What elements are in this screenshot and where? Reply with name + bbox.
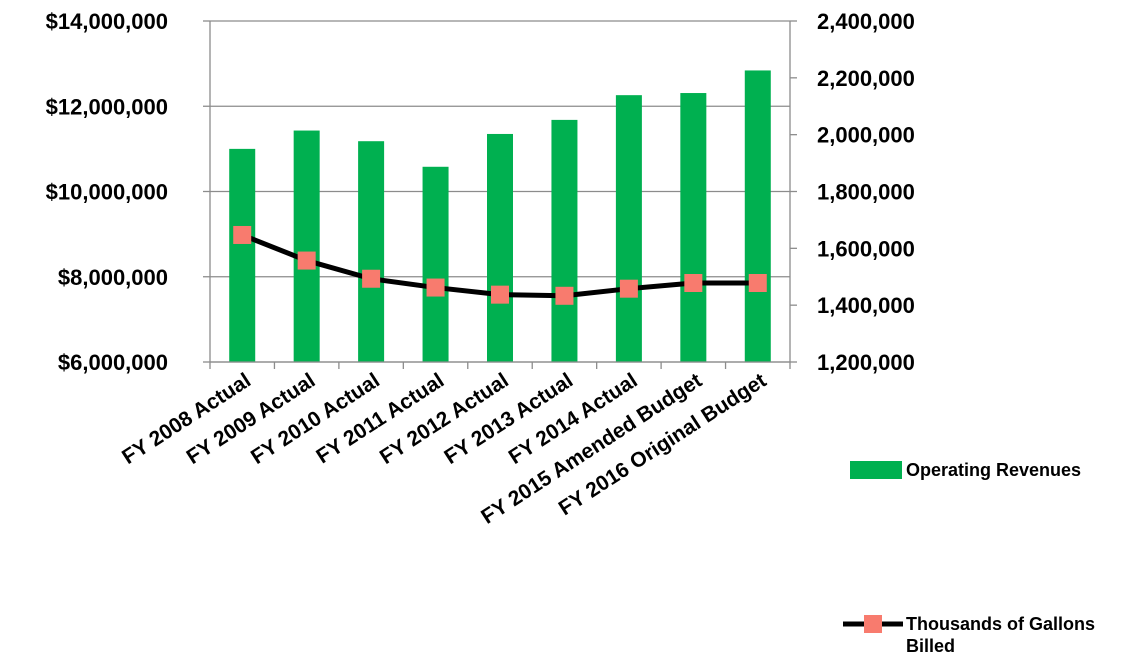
marker-gallons-billed — [748, 274, 767, 293]
right-tick-label: 2,000,000 — [817, 123, 915, 148]
legend-swatch-gallons-billed — [843, 615, 903, 633]
line-series — [233, 225, 767, 305]
marker-gallons-billed — [362, 269, 381, 288]
right-axis-ticks: 1,200,000 1,400,000 1,600,000 1,800,000 2,00… — [817, 9, 915, 375]
legend-label-operating-revenues: Operating Revenues — [906, 460, 1082, 480]
bar-operating-revenues — [744, 70, 771, 362]
bar-operating-revenues — [229, 148, 256, 362]
legend-swatch-operating-revenues — [850, 461, 902, 479]
right-tick-label: 1,400,000 — [817, 293, 915, 318]
bar-operating-revenues — [422, 166, 449, 362]
left-tick-label: $12,000,000 — [46, 94, 168, 119]
combo-chart: $6,000,000 $8,000,000 $10,000,000 $12,000,0… — [46, 9, 915, 529]
axes — [203, 20, 797, 369]
bar-operating-revenues — [615, 95, 642, 362]
marker-gallons-billed — [491, 285, 509, 304]
left-tick-label: $10,000,000 — [46, 180, 168, 205]
right-tick-label: 1,600,000 — [817, 236, 915, 261]
legend-label-gallons-billed: Thousands of Gallons Billed — [906, 614, 1096, 656]
marker-gallons-billed — [684, 274, 703, 293]
left-axis-ticks: $6,000,000 $8,000,000 $10,000,000 $12,000,0… — [46, 9, 168, 375]
bar-operating-revenues — [358, 141, 385, 362]
marker-gallons-billed — [297, 251, 316, 270]
bar-operating-revenues — [680, 93, 707, 362]
marker-gallons-billed — [555, 286, 574, 305]
right-tick-label: 1,800,000 — [817, 180, 915, 205]
right-tick-label: 2,200,000 — [817, 66, 915, 91]
marker-gallons-billed — [233, 225, 252, 244]
bar-operating-revenues — [293, 130, 320, 362]
left-tick-label: $14,000,000 — [46, 9, 168, 34]
left-tick-label: $6,000,000 — [58, 350, 168, 375]
bar-series — [229, 70, 771, 362]
marker-gallons-billed — [426, 278, 445, 297]
right-tick-label: 2,400,000 — [817, 9, 915, 34]
bar-operating-revenues — [551, 119, 578, 362]
left-tick-label: $8,000,000 — [58, 265, 168, 290]
bar-operating-revenues — [487, 133, 513, 362]
marker-gallons-billed — [619, 279, 638, 298]
right-tick-label: 1,200,000 — [817, 350, 915, 375]
